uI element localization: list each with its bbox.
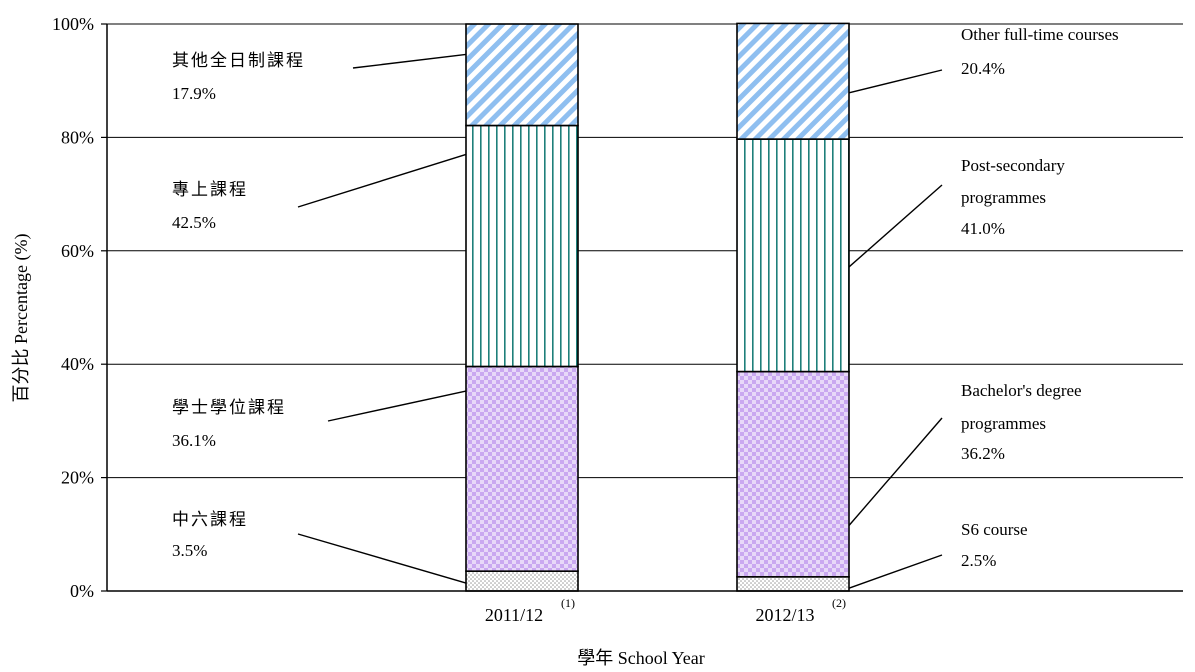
x-category-note: (1) [561,596,575,610]
bar-segment-postsec-0 [465,124,579,368]
axes [106,24,1183,592]
annotation-value-left: 3.5% [172,541,207,560]
y-tick-label: 40% [61,354,94,374]
leader-line-left [327,390,467,422]
y-tick-label: 60% [61,241,94,261]
leader-line-left [297,533,467,584]
leader-line-right [848,417,943,526]
x-category-note: (2) [832,596,846,610]
y-tick-label: 20% [61,468,94,488]
annotation-label-left: 專上課程 [172,180,248,199]
leader-line-left [352,53,467,69]
annotation-label-right: Bachelor's degree [961,381,1082,400]
annotation-label-right: Other full-time courses [961,25,1119,44]
x-category-labels: 2011/12 (1) 2012/13 (2) [485,596,846,625]
y-axis-title: 百分比 Percentage (%) [11,234,32,403]
y-tick-label: 80% [61,127,94,147]
annotation-label-right: programmes [961,414,1046,433]
annotation-value-right: 36.2% [961,444,1005,463]
y-tick-label: 100% [52,14,94,34]
bars [465,22,850,592]
x-category-label: 2012/13 [755,605,814,625]
x-axis-title: 學年 School Year [577,648,705,668]
annotation-value-left: 42.5% [172,213,216,232]
bar-segment-other-0 [465,23,579,127]
bar-segment-other-1 [736,22,850,140]
annotation-label-left: 中六課程 [172,510,248,529]
bar-segment-postsec-1 [736,138,850,373]
annotation-label-right: S6 course [961,520,1028,539]
annotation-value-right: 41.0% [961,219,1005,238]
bar-segment-bachelor-1 [736,370,850,578]
bar-segment-s6-0 [465,570,579,592]
annotation-label-left: 其他全日制課程 [172,51,305,70]
annotation-label-left: 學士學位課程 [172,398,286,417]
annotation-value-left: 36.1% [172,431,216,450]
annotation-label-right: Post-secondary [961,156,1065,175]
x-category-label: 2011/12 [485,605,543,625]
annotation-value-left: 17.9% [172,84,216,103]
leader-line-right [848,69,943,94]
bar-segment-s6-1 [736,576,850,592]
y-tick-labels: 0% 20% 40% 60% 80% 100% [52,14,107,601]
gridlines [107,23,1183,479]
annotation-value-right: 2.5% [961,551,996,570]
annotations: 其他全日制課程 17.9% 專上課程 42.5% 學士學位課程 36.1% 中六課程 3.5%… [172,25,1119,589]
bar-segment-bachelor-0 [465,365,579,572]
leader-line-right [848,554,943,589]
annotation-value-right: 20.4% [961,59,1005,78]
y-tick-label: 0% [70,581,94,601]
leader-line-left [297,153,467,208]
leader-line-right [848,184,943,268]
annotation-label-right: programmes [961,188,1046,207]
